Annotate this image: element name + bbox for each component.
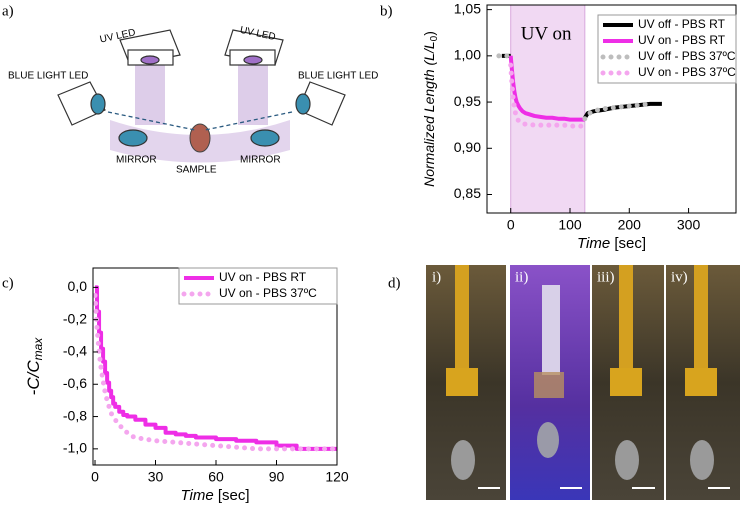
- blue-led-lens: [90, 93, 106, 115]
- x-tick-label: 100: [558, 217, 582, 233]
- x-tick-label: 30: [148, 469, 164, 485]
- x-axis-label: Time [sec]: [180, 487, 249, 504]
- y-tick-label: 0,90: [454, 139, 481, 155]
- y-label-part: max: [31, 337, 45, 361]
- legend-label: UV off - PBS 37ºC: [638, 49, 736, 63]
- chart: UV on 0 100 200 300 0,85 0,90 0,95 1,00 1,05 Time …: [421, 0, 737, 252]
- series-line: [95, 285, 337, 451]
- photo: ii): [510, 265, 590, 500]
- photo-label: iii): [597, 269, 615, 285]
- y-tick-label: -0,2: [63, 310, 87, 326]
- series-line: [508, 55, 585, 122]
- series-line: [508, 62, 585, 129]
- photo-strip: i) ii) iii) iv): [426, 265, 740, 500]
- panel-label: a): [2, 3, 14, 19]
- setup-diagram: UV LED UV LED BLUE LIGHT LED BLUE LIGHT …: [8, 25, 378, 176]
- photo-label: ii): [515, 269, 528, 285]
- y-tick-label: -0,4: [63, 343, 87, 359]
- x-label-part: Time: [180, 487, 213, 504]
- y-tick-label: 1,00: [454, 47, 481, 63]
- sample: [189, 123, 211, 153]
- chart: 0 30 60 90 120 0,0 -0,2 -0,4 -0,6 -0,8 -1,0 Time [s…: [24, 267, 349, 504]
- legend-label: UV on - PBS 37ºC: [638, 65, 736, 79]
- y-tick-label: 1,05: [454, 0, 481, 16]
- photo: iii): [592, 265, 664, 500]
- x-label-part: Time: [577, 235, 610, 252]
- y-axis-label: Normalized Length (L/L0): [421, 31, 440, 187]
- mirror: [118, 129, 148, 147]
- series-line: [496, 53, 656, 122]
- x-tick-label: 120: [325, 469, 349, 485]
- diagram-label: MIRROR: [116, 155, 157, 166]
- y-label-part: 0: [429, 35, 440, 41]
- legend-label: UV on - PBS RT: [638, 33, 726, 47]
- x-tick-label: 90: [269, 469, 285, 485]
- x-label-part: [sec]: [610, 235, 646, 252]
- arrow: [107, 111, 293, 131]
- y-tick-label: -0,6: [63, 375, 87, 391]
- x-tick-label: 200: [618, 217, 642, 233]
- uv-beam: [238, 60, 268, 125]
- legend-label: UV on - PBS RT: [219, 270, 307, 284]
- photo: iv): [666, 265, 740, 500]
- y-tick-label: 0,85: [454, 185, 481, 201]
- panel-label: b): [380, 3, 393, 19]
- uv-led-lens: [243, 55, 263, 65]
- photo-label: i): [432, 269, 441, 285]
- legend-label: UV off - PBS RT: [638, 17, 726, 31]
- x-axis-label: Time [sec]: [577, 235, 646, 252]
- annotation: UV on: [521, 23, 572, 44]
- photo-label: iv): [671, 269, 688, 285]
- legend: UV on - PBS RT UV on - PBS 37ºC: [178, 267, 338, 305]
- legend: UV off - PBS RT UV on - PBS RT UV off - PB…: [597, 14, 737, 84]
- blue-led-lens: [295, 93, 311, 115]
- y-label-part: ): [421, 31, 437, 36]
- y-label-part: -C/C: [24, 360, 43, 396]
- uv-beam: [135, 60, 165, 125]
- diagram-label: MIRROR: [240, 155, 281, 166]
- y-tick-label: 0,0: [68, 278, 88, 294]
- x-tick-label: 60: [208, 469, 224, 485]
- diagram-label: BLUE LIGHT LED: [8, 71, 88, 82]
- photo: i): [426, 265, 506, 500]
- panel-label: c): [2, 275, 14, 291]
- mirror: [250, 129, 280, 147]
- blue-led: [57, 81, 106, 126]
- y-axis-label: -C/Cmax: [24, 337, 45, 396]
- legend-box: [178, 267, 338, 305]
- diagram-label: SAMPLE: [176, 165, 217, 176]
- y-label-part: L/L: [421, 41, 437, 60]
- y-tick-label: -1,0: [63, 440, 87, 456]
- series-line: [93, 292, 337, 452]
- y-tick-label: 0,95: [454, 93, 481, 109]
- x-tick-label: 300: [677, 217, 701, 233]
- uv-led-lens: [140, 55, 160, 65]
- x-tick-label: 0: [91, 469, 99, 485]
- plot-frame: [486, 4, 737, 214]
- x-tick-label: 0: [507, 217, 515, 233]
- legend-label: UV on - PBS 37ºC: [219, 286, 317, 300]
- y-label-part: Normalized Length (: [421, 59, 437, 186]
- x-label-part: [sec]: [214, 487, 250, 504]
- y-tick-label: -0,8: [63, 407, 87, 423]
- panel-label: d): [388, 275, 401, 291]
- diagram-label: BLUE LIGHT LED: [298, 71, 378, 82]
